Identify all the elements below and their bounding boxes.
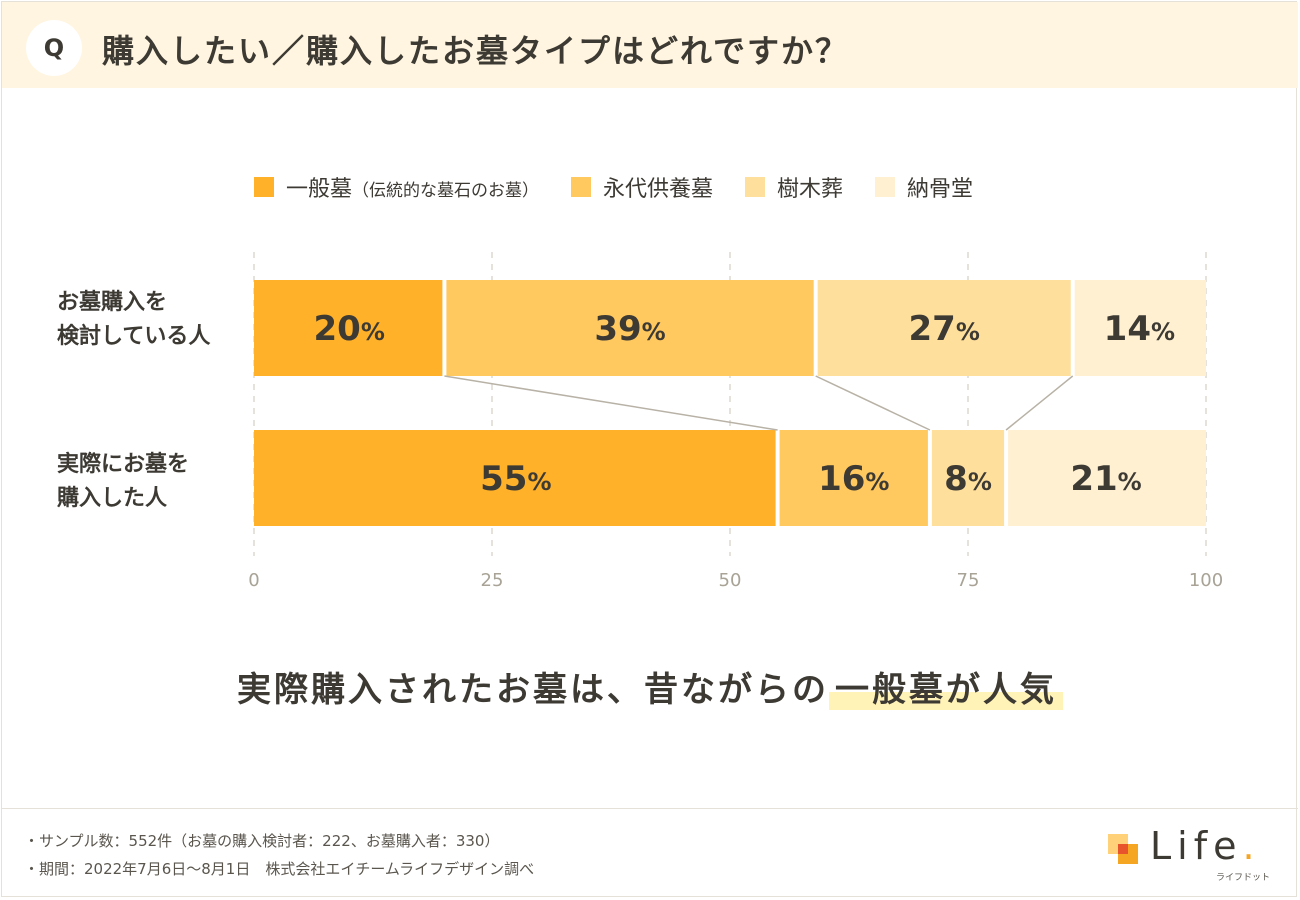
legend-item-perpetual-memorial: 永代供養墓 xyxy=(571,171,713,203)
legend-sublabel: （伝統的な墓石のお墓） xyxy=(352,181,540,201)
logo-mark-icon xyxy=(1108,834,1138,864)
category-label-considering: お墓購入を 検討している人 xyxy=(57,290,211,349)
bar-segment xyxy=(815,280,1073,376)
footer-divider xyxy=(2,808,1298,809)
connector-line xyxy=(444,375,778,431)
bar-segment xyxy=(1072,280,1206,376)
tick-label: 0 xyxy=(248,570,259,591)
legend-swatch xyxy=(254,177,274,197)
legend-item-general-grave: 一般墓（伝統的な墓石のお墓） xyxy=(254,171,539,203)
bar-segment xyxy=(254,280,445,376)
data-label: 14% xyxy=(1104,309,1175,349)
bar-segment xyxy=(444,280,816,376)
connector-line xyxy=(815,375,931,431)
stacked-bar-chart: 20% 39% 27% 14% 55% 16% 8% 21% 0 25 50 75 100 xyxy=(248,252,1223,591)
legend-item-columbarium: 納骨堂 xyxy=(875,171,973,203)
conclusion-text: 実際購入されたお墓は、昔ながらの 一般墓が人気 xyxy=(0,662,1300,711)
conclusion-highlight: 一般墓が人気 xyxy=(829,670,1063,710)
bar-segment xyxy=(777,430,930,526)
footnote-period: ・期間：2022年7月6日〜8月1日 株式会社エイチームライフデザイン調べ xyxy=(24,860,535,878)
legend-swatch xyxy=(745,177,766,197)
data-label: 27% xyxy=(909,309,980,349)
question-title: 購入したい／購入したお墓タイプはどれですか？ xyxy=(102,32,850,70)
legend-label: 一般墓（伝統的な墓石のお墓） xyxy=(286,177,540,202)
data-label: 20% xyxy=(314,309,385,349)
tick-label: 25 xyxy=(481,570,504,591)
connector-line xyxy=(1005,375,1074,431)
category-label-purchased: 実際にお墓を 購入した人 xyxy=(57,452,190,511)
conclusion-prefix: 実際購入されたお墓は、昔ながらの xyxy=(237,670,829,710)
chart-legend: 一般墓（伝統的な墓石のお墓） 永代供養墓 樹木葬 納骨堂 xyxy=(254,172,1005,202)
legend-swatch xyxy=(571,177,592,197)
bar-segment xyxy=(929,430,1007,526)
logo-subtitle: ライフドット xyxy=(1216,873,1271,883)
legend-label: 永代供養墓 xyxy=(603,177,714,202)
logo-wordmark: Life. xyxy=(1150,824,1261,868)
legend-swatch xyxy=(875,177,896,197)
data-label: 8% xyxy=(944,459,992,499)
tick-label: 100 xyxy=(1189,570,1223,591)
footnote-sample-size: ・サンプル数：552件（お墓の購入検討者：222、お墓購入者：330） xyxy=(24,832,500,850)
tick-label: 50 xyxy=(719,570,742,591)
question-header: Q 購入したい／購入したお墓タイプはどれですか？ xyxy=(2,2,1298,88)
bar-segment xyxy=(254,430,778,526)
question-badge: Q xyxy=(26,20,82,76)
legend-item-tree-burial: 樹木葬 xyxy=(745,171,843,203)
tick-label: 75 xyxy=(957,570,980,591)
life-dot-logo: Life. ライフドット xyxy=(1108,824,1271,883)
legend-label: 樹木葬 xyxy=(777,177,844,202)
data-label: 21% xyxy=(1070,459,1141,499)
data-label: 55% xyxy=(480,459,551,499)
legend-label: 納骨堂 xyxy=(907,177,974,202)
bar-segment xyxy=(1006,430,1206,526)
data-label: 39% xyxy=(594,309,665,349)
data-label: 16% xyxy=(818,459,889,499)
